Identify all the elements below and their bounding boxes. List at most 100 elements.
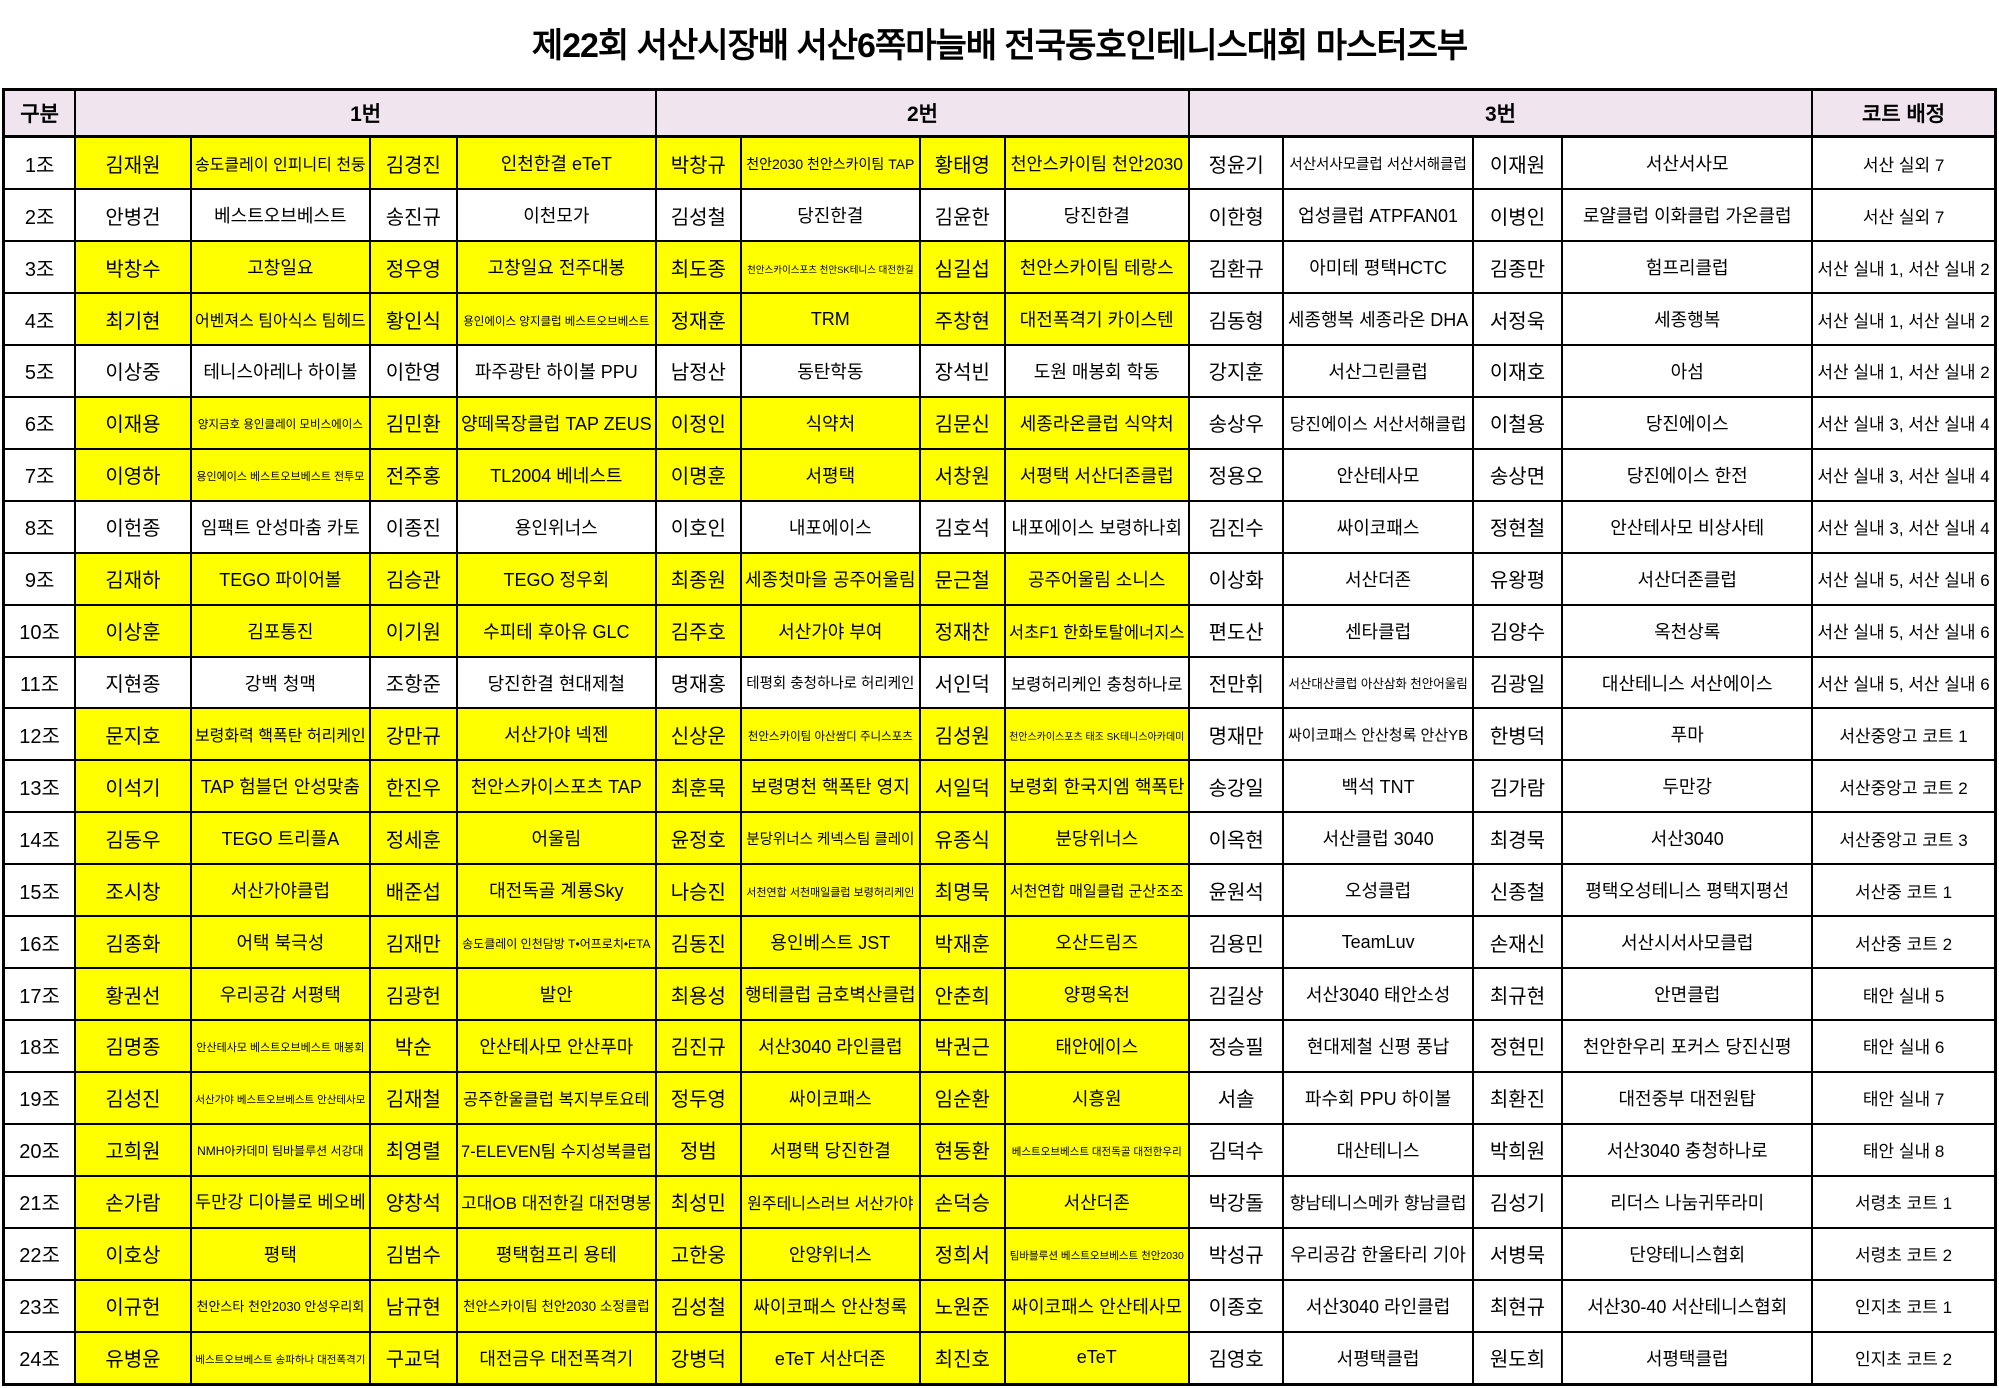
player-name-cell: 박창수 [74,240,192,295]
player-name-cell-text: 이헌종 [105,518,161,541]
player-name-cell: 한병덕 [1471,707,1564,762]
club-cell: 단양테니스협회 [1561,1226,1814,1281]
player-name-cell-text: 김호석 [934,518,990,541]
club-cell-text: 두만강 디아블로 베오베 [195,1192,366,1213]
club-cell: 천안스카이팀 테랑스 [1003,240,1190,295]
club-cell-text: 평택오성테니스 평택지평선 [1585,881,1790,902]
player-name-cell-text: 신상운 [670,725,726,748]
player-name-cell-text: 박권근 [934,1037,990,1060]
group-row: 15조 조시창 서산가야클럽 배준섭 대전독골 계룡Sky 나승진 서천연합 서천매일클럽 … [2,863,1997,918]
player-name-cell-text: 원도희 [1489,1349,1546,1372]
club-cell-text: 서산가야 베스트오브베스트 안산테사모 [195,1094,366,1107]
club-cell: 서천연합 매일클럽 군산조조 [1003,863,1190,918]
player-name-cell: 이상화 [1187,551,1285,606]
group-row: 13조 이석기 TAP 험블던 안성맞춤 한진우 천안스카이스포츠 TAP 최훈묵 보령명천… [2,759,1997,814]
club-cell-text: 안산테사모 베스트오브베스트 매봉회 [196,1042,365,1055]
player-name-cell-text: 정현철 [1489,518,1546,541]
club-cell: 센타클럽 [1282,603,1474,658]
group-row: 2조 안병건 베스트오브베스트 송진규 이천모가 김성철 당진한결 김윤한 당진한결 이한형 업성클… [2,188,1997,243]
club-cell: 당진한결 [739,188,921,243]
player-name-cell: 문지호 [74,707,192,762]
player-name-cell: 김승관 [369,551,458,606]
group-row: 24조 유병윤 베스트오브베스트 송파하나 대전폭격기 구교덕 대전금우 대전폭격기 강병… [2,1330,1997,1386]
club-cell-text: 발안 [539,985,573,1006]
club-cell: 행테클럽 금호벽산클럽 [739,967,921,1022]
club-cell-text: 서평택 서산더존클럽 [1019,465,1174,486]
player-name-cell-text: 임순환 [934,1089,990,1112]
club-cell: 팀바블루션 베스트오브베스트 천안2030 [1003,1226,1190,1281]
court-cell-text: 서산중 코트 2 [1855,934,1953,954]
club-cell: 안면클럽 [1561,967,1814,1022]
player-name-cell: 편도산 [1187,603,1285,658]
player-name-cell: 황권선 [74,967,192,1022]
club-cell-text: 천안스카이스포츠 천안SK테니스 대전한길 [747,264,914,276]
player-name-cell: 이상중 [74,344,192,398]
group-cell-text: 17조 [19,985,60,1008]
player-name-cell-text: 김덕수 [1208,1141,1264,1164]
player-name-cell-text: 고희원 [105,1141,161,1164]
club-cell: TeamLuv [1282,915,1474,970]
club-cell-text: 천안스타 천안2030 안성우리회 [196,1299,365,1315]
player-name-cell-text: 정재찬 [934,622,990,645]
club-cell: 백석 TNT [1282,759,1474,814]
club-cell-text: 우리공감 서평택 [219,985,341,1006]
player-name-cell: 김재철 [369,1070,458,1125]
club-cell: 당진한결 [1003,188,1190,243]
player-name-cell: 장석빈 [918,344,1006,398]
club-cell-text: 두만강 [1662,777,1713,798]
player-name-cell: 김동진 [655,915,742,970]
court-cell: 인지초 코트 2 [1811,1330,1997,1386]
court-cell: 서산 실내 3, 서산 실내 4 [1811,395,1997,450]
player-name-cell-text: 박순 [394,1037,432,1060]
court-cell-text: 서산 실내 1, 서산 실내 2 [1817,311,1990,331]
club-cell-text: 싸이코패스 안산테사모 [1011,1296,1183,1317]
player-name-cell: 신상운 [655,707,742,762]
court-cell: 태안 실내 5 [1811,967,1997,1022]
player-name-cell: 김종화 [74,915,192,970]
group-row: 18조 김명종 안산테사모 베스트오브베스트 매봉회 박순 안산테사모 안산푸마 김진규 서… [2,1019,1997,1073]
club-cell-text: 서산가야 부여 [778,621,883,642]
group-row: 9조 김재하 TEGO 파이어볼 김승관 TEGO 정우회 최종원 세종첫마을 공주어울림 문… [2,551,1997,606]
club-cell-text: 테평회 충청하나로 허리케인 [746,676,915,693]
player-name-cell-text: 송강일 [1208,777,1264,800]
court-cell-text: 서산중앙고 코트 2 [1839,778,1968,798]
court-cell-text: 인지초 코트 1 [1855,1298,1953,1318]
club-cell-text: 보령화력 핵폭탄 허리케인 [194,728,366,746]
club-cell: 도원 매봉회 학동 [1003,344,1190,398]
player-name-cell: 이영하 [74,447,192,502]
club-cell-text: 도원 매봉회 학동 [1033,361,1160,382]
player-name-cell: 양창석 [369,1174,458,1229]
player-name-cell: 이명훈 [655,447,742,502]
player-name-cell: 전만휘 [1187,655,1285,710]
court-cell-text: 서산 실내 3, 서산 실내 4 [1817,519,1990,539]
player-name-cell-text: 한병덕 [1489,725,1546,748]
player-name-cell: 서창원 [918,447,1006,502]
club-cell: 대전금우 대전폭격기 [455,1330,658,1386]
club-cell-text: TAP 험블던 안성맞춤 [200,777,360,798]
player-name-cell: 이옥현 [1187,811,1285,866]
club-cell: 테니스아레나 하이볼 [189,344,372,398]
group-cell: 20조 [2,1122,77,1177]
player-name-cell-text: 송진규 [385,206,441,229]
group-cell: 7조 [2,447,77,502]
player-name-cell: 최훈묵 [655,759,742,814]
court-cell-text: 태안 실내 8 [1862,1142,1945,1162]
header-team1: 1번 [74,88,658,138]
player-name-cell-text: 정승필 [1208,1037,1264,1060]
club-cell: 안산테사모 비상사테 [1561,499,1814,554]
player-name-cell: 김재원 [74,135,192,191]
club-cell-text: 어벤져스 팀아식스 팀헤드 [194,313,366,331]
player-name-cell: 김종만 [1471,240,1564,295]
club-cell: 두만강 [1561,759,1814,814]
group-row: 23조 이규헌 천안스타 천안2030 안성우리회 남규현 천안스카이팀 천안2030 … [2,1278,1997,1333]
group-cell: 15조 [2,863,77,918]
club-cell-text: 보령명천 핵폭탄 영지 [750,777,910,798]
club-cell-text: 베스트오브베스트 송파하나 대전폭격기 [195,1354,366,1367]
club-cell: TEGO 트리플A [189,811,372,866]
player-name-cell: 강만규 [369,707,458,762]
header-court: 코트 배정 [1811,88,1997,138]
club-cell: 송도클레이 인피니티 천둥 [189,135,372,191]
group-cell: 2조 [2,188,77,243]
club-cell-text: 보령허리케인 충청하나로 [1010,675,1183,694]
player-name-cell-text: 김영호 [1208,1349,1264,1372]
